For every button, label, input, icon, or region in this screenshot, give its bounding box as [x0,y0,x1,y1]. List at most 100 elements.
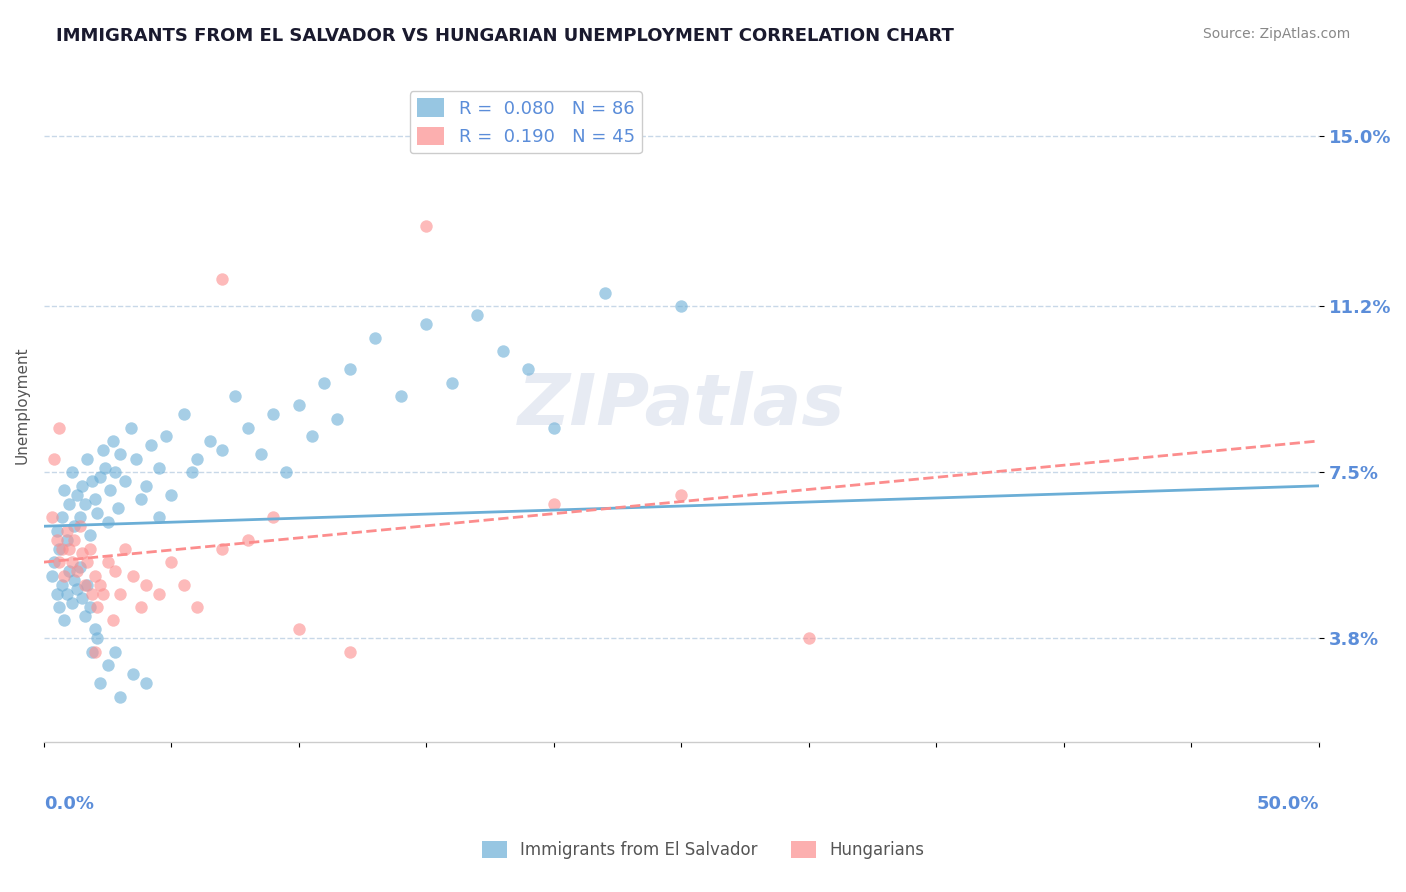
Point [42,555,65,569]
Text: IMMIGRANTS FROM EL SALVADOR VS HUNGARIAN UNEMPLOYMENT CORRELATION CHART: IMMIGRANTS FROM EL SALVADOR VS HUNGARIAN… [56,27,955,45]
Point [58,497,80,511]
Point [97,515,120,529]
Point [70,479,93,493]
Point [160,488,183,502]
Point [249,447,271,461]
Point [236,420,259,434]
Point [517,362,540,376]
Point [56,533,79,547]
Point [543,497,565,511]
Point [288,623,311,637]
Point [173,577,195,591]
Point [45,586,67,600]
Point [129,492,152,507]
Point [198,434,221,448]
Point [86,632,108,646]
Point [53,614,76,628]
Point [180,466,202,480]
Point [82,586,104,600]
Point [76,451,98,466]
Point [236,533,259,547]
Point [69,510,91,524]
Point [593,285,616,300]
Point [211,442,233,457]
Point [114,541,136,556]
Point [79,528,101,542]
Point [148,461,170,475]
Point [97,658,120,673]
Point [58,564,80,578]
Point [186,599,208,614]
Point [48,555,70,569]
Point [91,442,114,457]
Point [339,362,361,376]
Point [89,676,111,690]
Point [60,595,83,609]
Point [364,331,387,345]
Point [97,555,120,569]
Legend: Immigrants from El Salvador, Hungarians: Immigrants from El Salvador, Hungarians [475,834,931,866]
Point [94,461,117,475]
Point [122,568,145,582]
Point [51,510,73,524]
Point [224,389,246,403]
Point [83,623,105,637]
Point [671,299,693,313]
Point [440,376,463,390]
Point [76,577,98,591]
Point [63,533,86,547]
Point [262,510,284,524]
Point [60,555,83,569]
Point [79,599,101,614]
Point [98,483,121,498]
Point [148,586,170,600]
Point [104,645,127,659]
Point [389,389,412,403]
Point [339,645,361,659]
Point [160,555,183,569]
Point [91,586,114,600]
Point [467,308,489,322]
Point [66,582,89,596]
Point [83,492,105,507]
Point [82,645,104,659]
Point [125,451,148,466]
Point [83,645,105,659]
Point [104,564,127,578]
Point [51,577,73,591]
Y-axis label: Unemployment: Unemployment [15,346,30,464]
Point [101,434,124,448]
Point [69,559,91,574]
Point [89,470,111,484]
Point [45,524,67,538]
Point [73,577,96,591]
Point [79,541,101,556]
Point [83,568,105,582]
Point [135,479,157,493]
Point [86,599,108,614]
Text: 50.0%: 50.0% [1257,796,1319,814]
Point [155,429,177,443]
Point [148,510,170,524]
Point [70,591,93,605]
Point [48,541,70,556]
Point [42,451,65,466]
Point [110,447,132,461]
Point [211,541,233,556]
Point [492,344,515,359]
Point [51,541,73,556]
Point [53,568,76,582]
Point [314,376,336,390]
Point [101,614,124,628]
Point [415,318,437,332]
Point [60,466,83,480]
Point [107,501,129,516]
Point [73,609,96,624]
Point [135,676,157,690]
Point [262,407,284,421]
Point [56,586,79,600]
Point [89,577,111,591]
Text: Source: ZipAtlas.com: Source: ZipAtlas.com [1202,27,1350,41]
Point [114,475,136,489]
Point [73,497,96,511]
